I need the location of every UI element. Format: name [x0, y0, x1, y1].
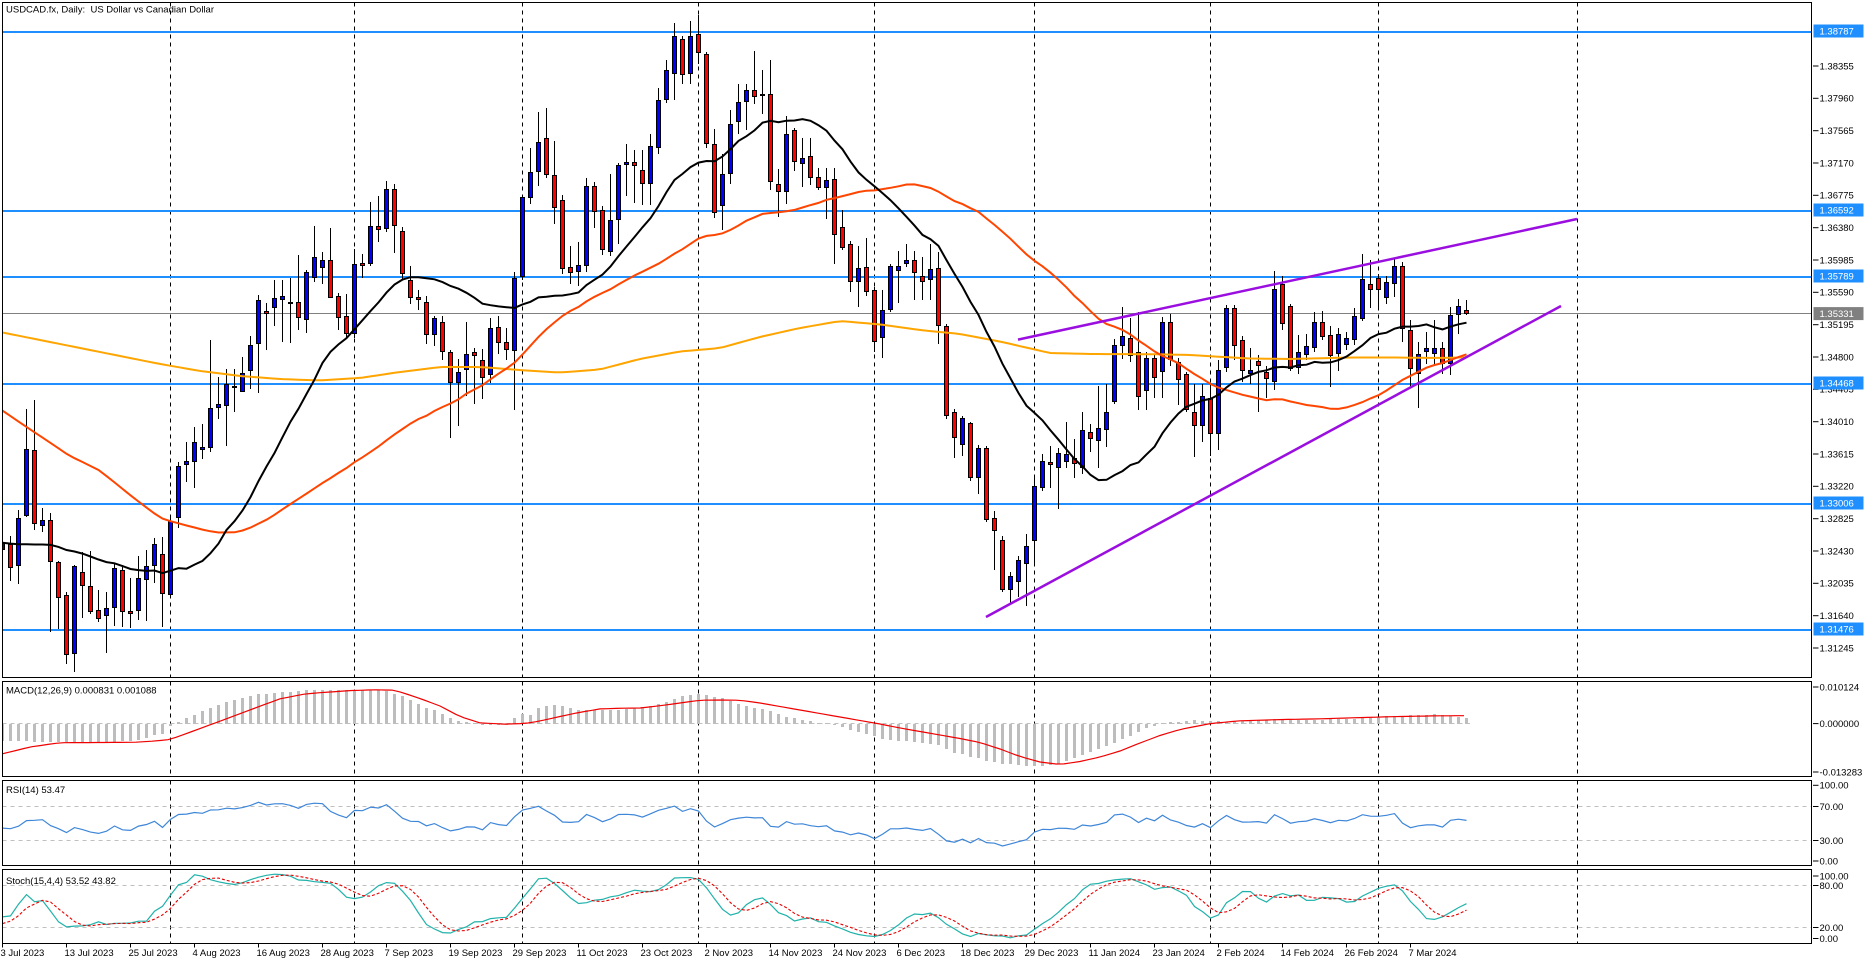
- svg-text:1.36592: 1.36592: [1820, 205, 1854, 216]
- svg-text:0.00: 0.00: [1820, 934, 1839, 945]
- svg-text:1.35590: 1.35590: [1820, 288, 1854, 299]
- svg-text:Stoch(15,4,4) 53.52 43.82: Stoch(15,4,4) 53.52 43.82: [6, 876, 116, 887]
- svg-text:11 Jan 2024: 11 Jan 2024: [1089, 948, 1141, 959]
- svg-text:RSI(14) 53.47: RSI(14) 53.47: [6, 785, 65, 796]
- svg-text:1.35195: 1.35195: [1820, 320, 1854, 331]
- svg-text:1.34405: 1.34405: [1820, 385, 1854, 396]
- svg-text:0.010124: 0.010124: [1820, 682, 1860, 693]
- svg-text:1.31640: 1.31640: [1820, 611, 1854, 622]
- svg-text:1.32825: 1.32825: [1820, 514, 1854, 525]
- svg-text:6 Dec 2023: 6 Dec 2023: [897, 948, 946, 959]
- svg-text:14 Feb 2024: 14 Feb 2024: [1281, 948, 1334, 959]
- svg-text:USDCAD.fx, Daily: US Dollar v: USDCAD.fx, Daily: US Dollar vs Canadian …: [6, 5, 214, 16]
- svg-text:1.36775: 1.36775: [1820, 191, 1854, 202]
- svg-text:23 Oct 2023: 23 Oct 2023: [641, 948, 693, 959]
- svg-text:1.31476: 1.31476: [1820, 624, 1854, 635]
- svg-text:18 Dec 2023: 18 Dec 2023: [961, 948, 1015, 959]
- svg-text:1.33220: 1.33220: [1820, 482, 1854, 493]
- svg-text:1.34010: 1.34010: [1820, 417, 1854, 428]
- svg-text:29 Sep 2023: 29 Sep 2023: [513, 948, 567, 959]
- svg-text:0.00: 0.00: [1820, 856, 1839, 867]
- svg-text:1.35985: 1.35985: [1820, 255, 1854, 266]
- svg-text:26 Feb 2024: 26 Feb 2024: [1345, 948, 1398, 959]
- svg-text:1.37960: 1.37960: [1820, 94, 1854, 105]
- svg-text:1.37565: 1.37565: [1820, 126, 1854, 137]
- svg-text:MACD(12,26,9) 0.000831 0.00108: MACD(12,26,9) 0.000831 0.001088: [6, 686, 157, 697]
- svg-text:1.31245: 1.31245: [1820, 643, 1854, 654]
- svg-text:20.00: 20.00: [1820, 923, 1844, 934]
- svg-text:1.33006: 1.33006: [1820, 498, 1854, 509]
- svg-text:2 Feb 2024: 2 Feb 2024: [1217, 948, 1265, 959]
- svg-text:70.00: 70.00: [1820, 802, 1844, 813]
- svg-text:0.000000: 0.000000: [1820, 719, 1860, 730]
- svg-text:4 Aug 2023: 4 Aug 2023: [193, 948, 241, 959]
- svg-text:7 Sep 2023: 7 Sep 2023: [385, 948, 434, 959]
- svg-text:-0.013283: -0.013283: [1820, 767, 1863, 778]
- svg-text:2 Nov 2023: 2 Nov 2023: [705, 948, 754, 959]
- svg-text:1.32035: 1.32035: [1820, 579, 1854, 590]
- svg-text:1.36380: 1.36380: [1820, 223, 1854, 234]
- svg-text:1.33615: 1.33615: [1820, 449, 1854, 460]
- svg-text:80.00: 80.00: [1820, 881, 1844, 892]
- svg-text:1.38787: 1.38787: [1820, 26, 1854, 37]
- svg-text:16 Aug 2023: 16 Aug 2023: [257, 948, 310, 959]
- svg-text:14 Nov 2023: 14 Nov 2023: [769, 948, 823, 959]
- svg-text:28 Aug 2023: 28 Aug 2023: [321, 948, 374, 959]
- svg-text:25 Jul 2023: 25 Jul 2023: [129, 948, 178, 959]
- svg-text:19 Sep 2023: 19 Sep 2023: [449, 948, 503, 959]
- svg-text:100.00: 100.00: [1820, 781, 1849, 792]
- svg-text:30.00: 30.00: [1820, 836, 1844, 847]
- svg-text:29 Dec 2023: 29 Dec 2023: [1025, 948, 1079, 959]
- svg-text:7 Mar 2024: 7 Mar 2024: [1409, 948, 1457, 959]
- svg-text:24 Nov 2023: 24 Nov 2023: [833, 948, 887, 959]
- svg-text:13 Jul 2023: 13 Jul 2023: [65, 948, 114, 959]
- svg-text:3 Jul 2023: 3 Jul 2023: [1, 948, 45, 959]
- svg-text:23 Jan 2024: 23 Jan 2024: [1153, 948, 1205, 959]
- svg-text:1.35789: 1.35789: [1820, 271, 1854, 282]
- svg-text:11 Oct 2023: 11 Oct 2023: [577, 948, 628, 959]
- svg-text:1.38355: 1.38355: [1820, 61, 1854, 72]
- svg-text:1.37170: 1.37170: [1820, 158, 1854, 169]
- svg-text:1.32430: 1.32430: [1820, 546, 1854, 557]
- svg-text:1.34468: 1.34468: [1820, 378, 1854, 389]
- svg-text:100.00: 100.00: [1820, 871, 1849, 882]
- svg-text:1.34800: 1.34800: [1820, 352, 1854, 363]
- svg-text:1.35331: 1.35331: [1820, 309, 1854, 320]
